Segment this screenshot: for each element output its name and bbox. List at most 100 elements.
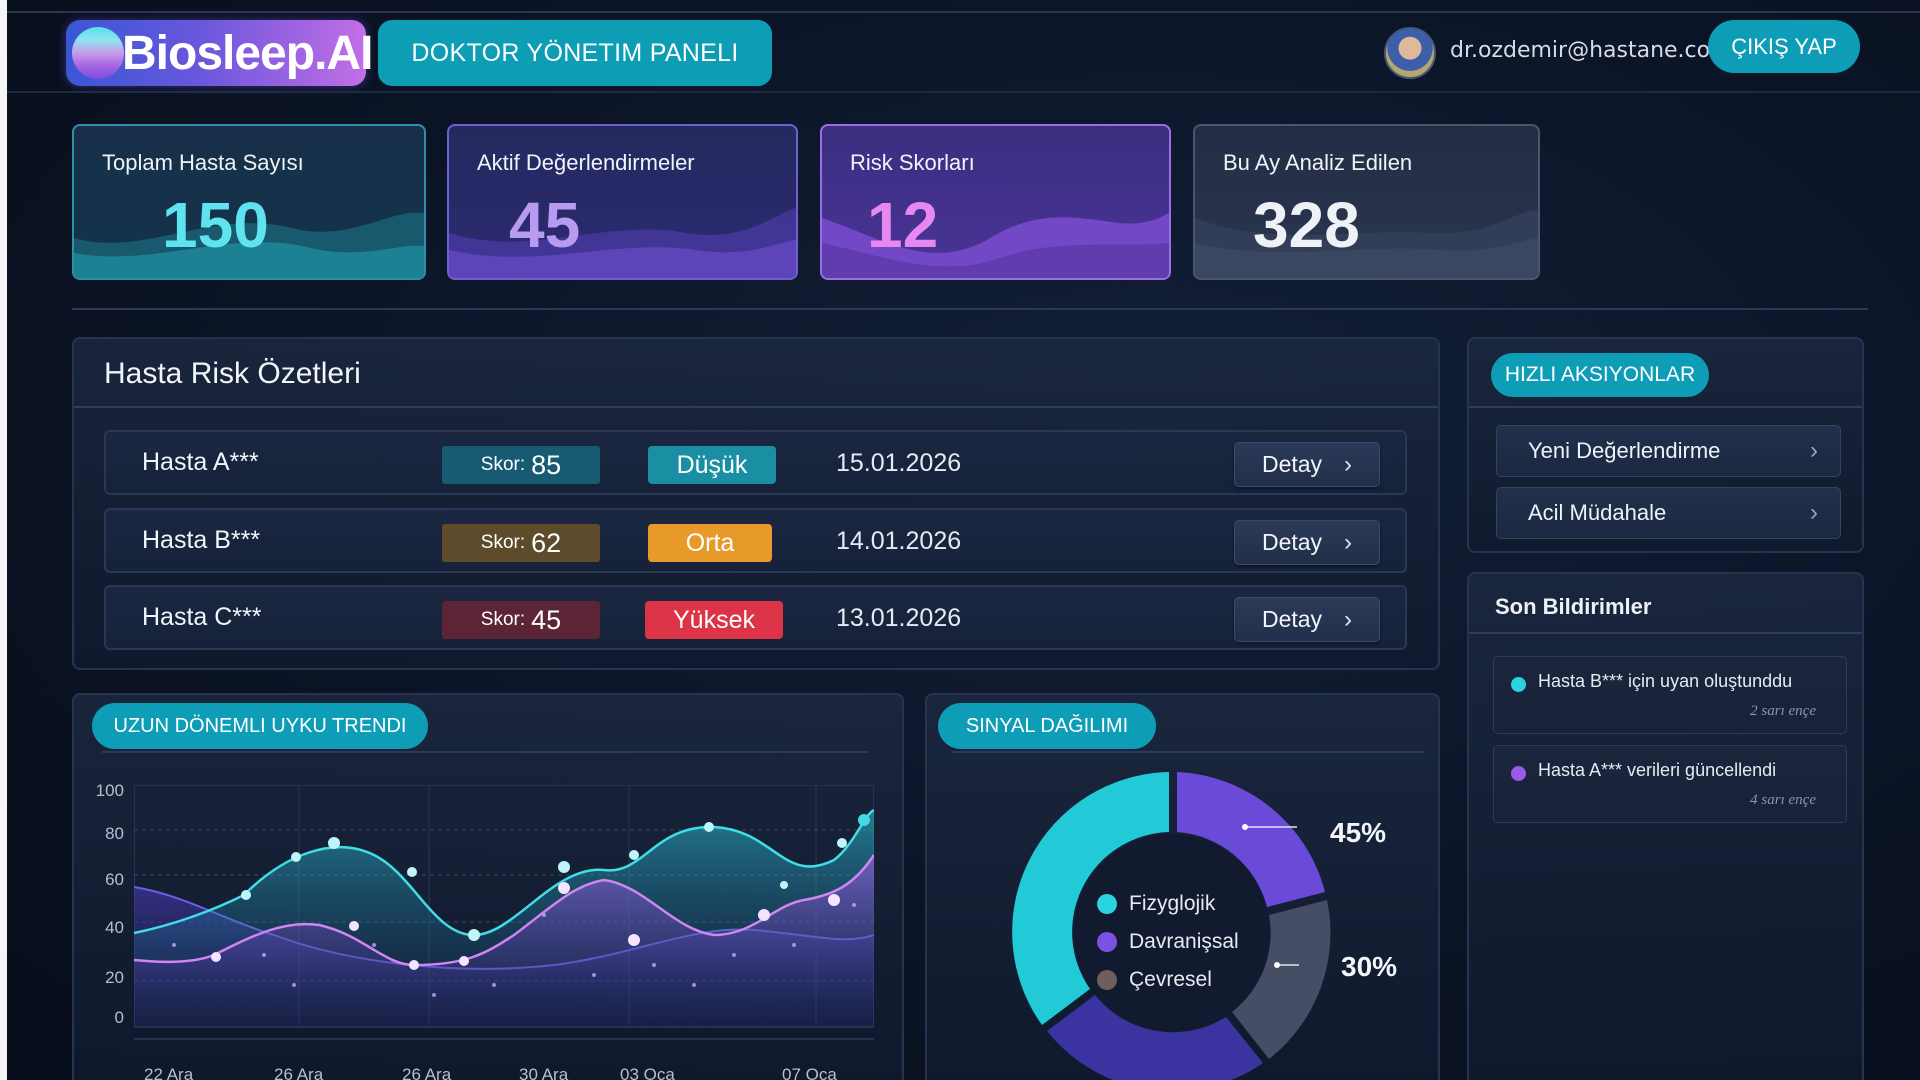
x-tick: 03 Oca xyxy=(620,1065,675,1080)
risk-level-badge: Yüksek xyxy=(645,601,783,639)
wave-decoration-icon xyxy=(74,212,424,278)
logo-wave-icon xyxy=(72,27,124,79)
segment-label-behavioral: 45% xyxy=(1330,817,1387,848)
status-dot-icon xyxy=(1511,766,1526,781)
legend-label: Çevresel xyxy=(1129,968,1212,991)
legend-item-behavioral: Davranişsal xyxy=(1097,923,1239,961)
y-tick: 20 xyxy=(105,968,124,987)
notification-text: Hasta A*** verileri güncellendi xyxy=(1538,760,1777,780)
stat-card-risk-scores[interactable]: Risk Skorları 12 xyxy=(820,124,1171,280)
legend-dot-icon xyxy=(1097,932,1117,952)
patient-name: Hasta C*** xyxy=(142,603,262,631)
notification-item[interactable]: Hasta B*** için uyan oluştunddu 2 sarı e… xyxy=(1493,656,1847,734)
chevron-right-icon: › xyxy=(1810,437,1818,464)
y-tick: 60 xyxy=(105,870,124,889)
segment-label-environmental: 30% xyxy=(1341,951,1398,982)
stat-card-active-evaluations[interactable]: Aktif Değerlendirmeler 45 xyxy=(447,124,798,280)
y-tick: 100 xyxy=(95,781,124,800)
chevron-right-icon: › xyxy=(1344,450,1353,478)
legend-item-environmental: Çevresel xyxy=(1097,961,1239,999)
x-tick: 26 Ara xyxy=(274,1065,324,1080)
evaluation-date: 14.01.2026 xyxy=(836,527,962,555)
detail-button[interactable]: Detay › xyxy=(1234,597,1380,642)
score-chip: Skor: 85 xyxy=(442,446,600,484)
user-avatar[interactable] xyxy=(1384,27,1436,79)
status-dot-icon xyxy=(1511,677,1526,692)
notifications-panel: Son Bildirimler Hasta B*** için uyan olu… xyxy=(1467,572,1864,1080)
header-bottom-line xyxy=(7,91,1920,93)
detail-button[interactable]: Detay › xyxy=(1234,442,1380,487)
legend-dot-icon xyxy=(1097,894,1117,914)
detail-button[interactable]: Detay › xyxy=(1234,520,1380,565)
legend-item-physiological: Fizyglojik xyxy=(1097,885,1239,923)
app-logo[interactable]: Biosleep.AI xyxy=(66,20,373,86)
x-tick: 07 Oca xyxy=(782,1065,837,1080)
signal-distribution-panel: SINYAL DAĞILIMI 45% 30% Fizyglojik Davra… xyxy=(925,693,1440,1080)
stat-label: Bu Ay Analiz Edilen xyxy=(1223,150,1413,175)
panel-title-button[interactable]: DOKTOR YÖNETIM PANELI xyxy=(378,20,772,86)
quick-actions-panel: HIZLI AKSIYONLAR Yeni Değerlendirme › Ac… xyxy=(1467,337,1864,553)
risk-level-badge: Orta xyxy=(648,524,772,562)
x-tick: 22 Ara xyxy=(144,1065,194,1080)
score-label: Skor: xyxy=(480,532,526,553)
sleep-trend-panel: UZUN DÖNEMLI UYKU TRENDI 100 80 60 40 20… xyxy=(72,693,904,1080)
x-tick: 30 Ara xyxy=(519,1065,569,1080)
panel-divider xyxy=(74,406,1438,408)
header-top-line xyxy=(7,11,1920,13)
notification-time: 4 sarı ençe xyxy=(1750,792,1816,808)
y-tick: 40 xyxy=(105,918,124,937)
stat-card-total-patients[interactable]: Toplam Hasta Sayısı 150 xyxy=(72,124,426,280)
notification-text: Hasta B*** için uyan oluştunddu xyxy=(1538,671,1793,691)
legend-label: Fizyglojik xyxy=(1129,892,1216,915)
panel-divider xyxy=(102,751,868,753)
section-divider xyxy=(72,308,1868,310)
score-label: Skor: xyxy=(480,454,526,475)
risk-row: Hasta B*** Skor: 62 Orta 14.01.2026 Deta… xyxy=(104,508,1407,573)
evaluation-date: 15.01.2026 xyxy=(836,449,962,477)
quick-action-label: Yeni Değerlendirme xyxy=(1528,438,1721,463)
quick-action-emergency[interactable]: Acil Müdahale › xyxy=(1496,487,1841,539)
donut-chart[interactable] xyxy=(1007,767,1337,1080)
score-value: 62 xyxy=(531,527,562,558)
wave-decoration-icon xyxy=(822,213,1169,278)
wave-decoration-icon xyxy=(449,208,796,278)
quick-action-new-evaluation[interactable]: Yeni Değerlendirme › xyxy=(1496,425,1841,477)
chevron-right-icon: › xyxy=(1344,605,1353,633)
evaluation-date: 13.01.2026 xyxy=(836,604,962,632)
stat-value: 328 xyxy=(1253,189,1360,261)
score-value: 85 xyxy=(531,449,562,480)
donut-legend: Fizyglojik Davranişsal Çevresel xyxy=(1097,885,1239,999)
notification-time: 2 sarı ençe xyxy=(1750,703,1816,719)
stat-value: 45 xyxy=(509,189,581,261)
legend-dot-icon xyxy=(1097,970,1117,990)
score-chip: Skor: 62 xyxy=(442,524,600,562)
stat-label: Aktif Değerlendirmeler xyxy=(477,150,695,175)
chevron-right-icon: › xyxy=(1810,499,1818,526)
stat-value: 150 xyxy=(162,189,269,261)
risk-summary-title: Hasta Risk Özetleri xyxy=(104,357,361,390)
trend-line-chart[interactable] xyxy=(134,785,874,1055)
risk-row: Hasta C*** Skor: 45 Yüksek 13.01.2026 De… xyxy=(104,585,1407,650)
logout-button[interactable]: ÇIKIŞ YAP xyxy=(1708,20,1860,73)
quick-action-label: Acil Müdahale xyxy=(1528,500,1667,525)
panel-divider xyxy=(951,751,1425,753)
detail-label: Detay xyxy=(1261,606,1323,632)
risk-row: Hasta A*** Skor: 85 Düşük 15.01.2026 Det… xyxy=(104,430,1407,495)
notification-item[interactable]: Hasta A*** verileri güncellendi 4 sarı e… xyxy=(1493,745,1847,823)
y-tick: 0 xyxy=(114,1008,124,1027)
user-email: dr.ozdemir@hastane.com xyxy=(1450,38,1732,63)
panel-divider xyxy=(1469,406,1862,408)
detail-label: Detay xyxy=(1261,451,1323,477)
logo-text: Biosleep.AI xyxy=(122,26,373,80)
stat-card-analyzed-this-month[interactable]: Bu Ay Analiz Edilen 328 xyxy=(1193,124,1540,280)
patient-name: Hasta A*** xyxy=(142,448,259,476)
sleep-trend-title: UZUN DÖNEMLI UYKU TRENDI xyxy=(92,703,428,749)
panel-divider xyxy=(1469,632,1862,634)
score-value: 45 xyxy=(531,604,562,635)
legend-label: Davranişsal xyxy=(1129,930,1239,953)
signal-distribution-title: SINYAL DAĞILIMI xyxy=(938,703,1156,749)
x-tick: 26 Ara xyxy=(402,1065,452,1080)
score-label: Skor: xyxy=(480,609,526,630)
window-edge xyxy=(0,0,7,1080)
score-chip: Skor: 45 xyxy=(442,601,600,639)
